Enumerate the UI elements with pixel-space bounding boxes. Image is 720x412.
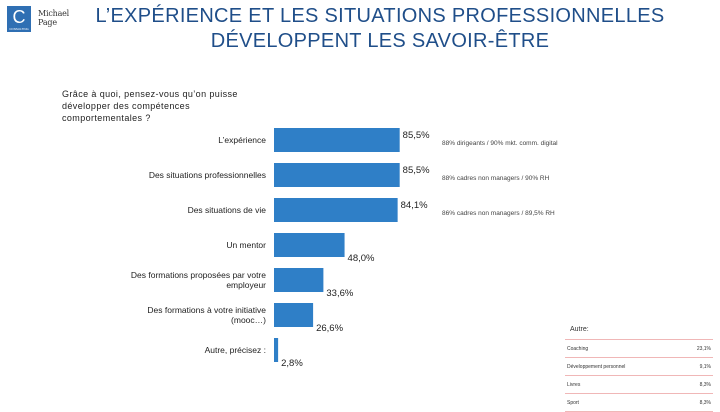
title-line-1: L’EXPÉRIENCE ET LES SITUATIONS PROFESSIO… — [95, 5, 665, 27]
table-cell-value: 8,3% — [679, 375, 713, 394]
table-cell-value: 9,1% — [679, 357, 713, 376]
company-logo: C CONSULTING — [7, 6, 31, 32]
category-label: Un mentor — [226, 240, 266, 250]
category-label: L’expérience — [218, 135, 266, 145]
bar — [274, 128, 400, 152]
category-label: Des formations à votre initiative (mooc…) — [147, 305, 266, 325]
logo-sub: CONSULTING — [9, 27, 29, 31]
value-label: 26,6% — [316, 323, 343, 334]
brand-logo-text: Michael Page — [38, 9, 69, 27]
table-cell-label: Livres — [565, 375, 679, 394]
bar — [274, 338, 279, 362]
bar — [274, 198, 398, 222]
table-row: Livres 8,3% — [565, 375, 713, 394]
value-label: 85,5% — [403, 165, 430, 176]
table-cell-value: 8,3% — [679, 393, 713, 412]
bar — [274, 163, 400, 187]
category-label: Des situations professionnelles — [149, 170, 266, 180]
annotation-label: 86% cadres non managers / 89,5% RH — [442, 210, 555, 217]
value-label: 2,8% — [281, 358, 303, 369]
bar — [274, 268, 324, 292]
annotation-label: 88% cadres non managers / 90% RH — [442, 175, 550, 182]
title-line-2: DÉVELOPPENT LES SAVOIR-ÊTRE — [210, 30, 550, 52]
table-cell-label: Développement personnel — [565, 357, 679, 376]
annotation-label: 88% dirigeants / 90% mkt. comm. digital — [442, 140, 558, 147]
category-label: Des formations proposées par votre employ… — [131, 270, 266, 290]
survey-question: Grâce à quoi, pensez-vous qu’on puisse d… — [62, 89, 238, 123]
bar — [274, 233, 345, 257]
page-title: L’EXPÉRIENCE ET LES SITUATIONS PROFESSIO… — [60, 4, 700, 54]
brand-line-2: Page — [38, 18, 57, 27]
value-label: 85,5% — [403, 130, 430, 141]
category-label: Des situations de vie — [188, 205, 267, 215]
other-answers-table: Coaching 23,1% Développement personnel 9… — [565, 339, 713, 412]
category-label: Autre, précisez : — [205, 345, 266, 355]
table-row: Développement personnel 9,1% — [565, 357, 713, 376]
bar — [274, 303, 314, 327]
value-label: 84,1% — [401, 200, 428, 211]
value-label: 33,6% — [326, 288, 353, 299]
table-row: Coaching 23,1% — [565, 339, 713, 358]
table-row: Sport 8,3% — [565, 393, 713, 412]
other-table-title: Autre: — [570, 326, 589, 333]
value-label: 48,0% — [348, 253, 375, 264]
brand-line-1: Michael — [38, 9, 70, 18]
table-cell-label: Coaching — [565, 339, 679, 358]
logo-letter: C — [12, 7, 26, 27]
table-cell-label: Sport — [565, 393, 679, 412]
table-cell-value: 23,1% — [679, 339, 713, 358]
